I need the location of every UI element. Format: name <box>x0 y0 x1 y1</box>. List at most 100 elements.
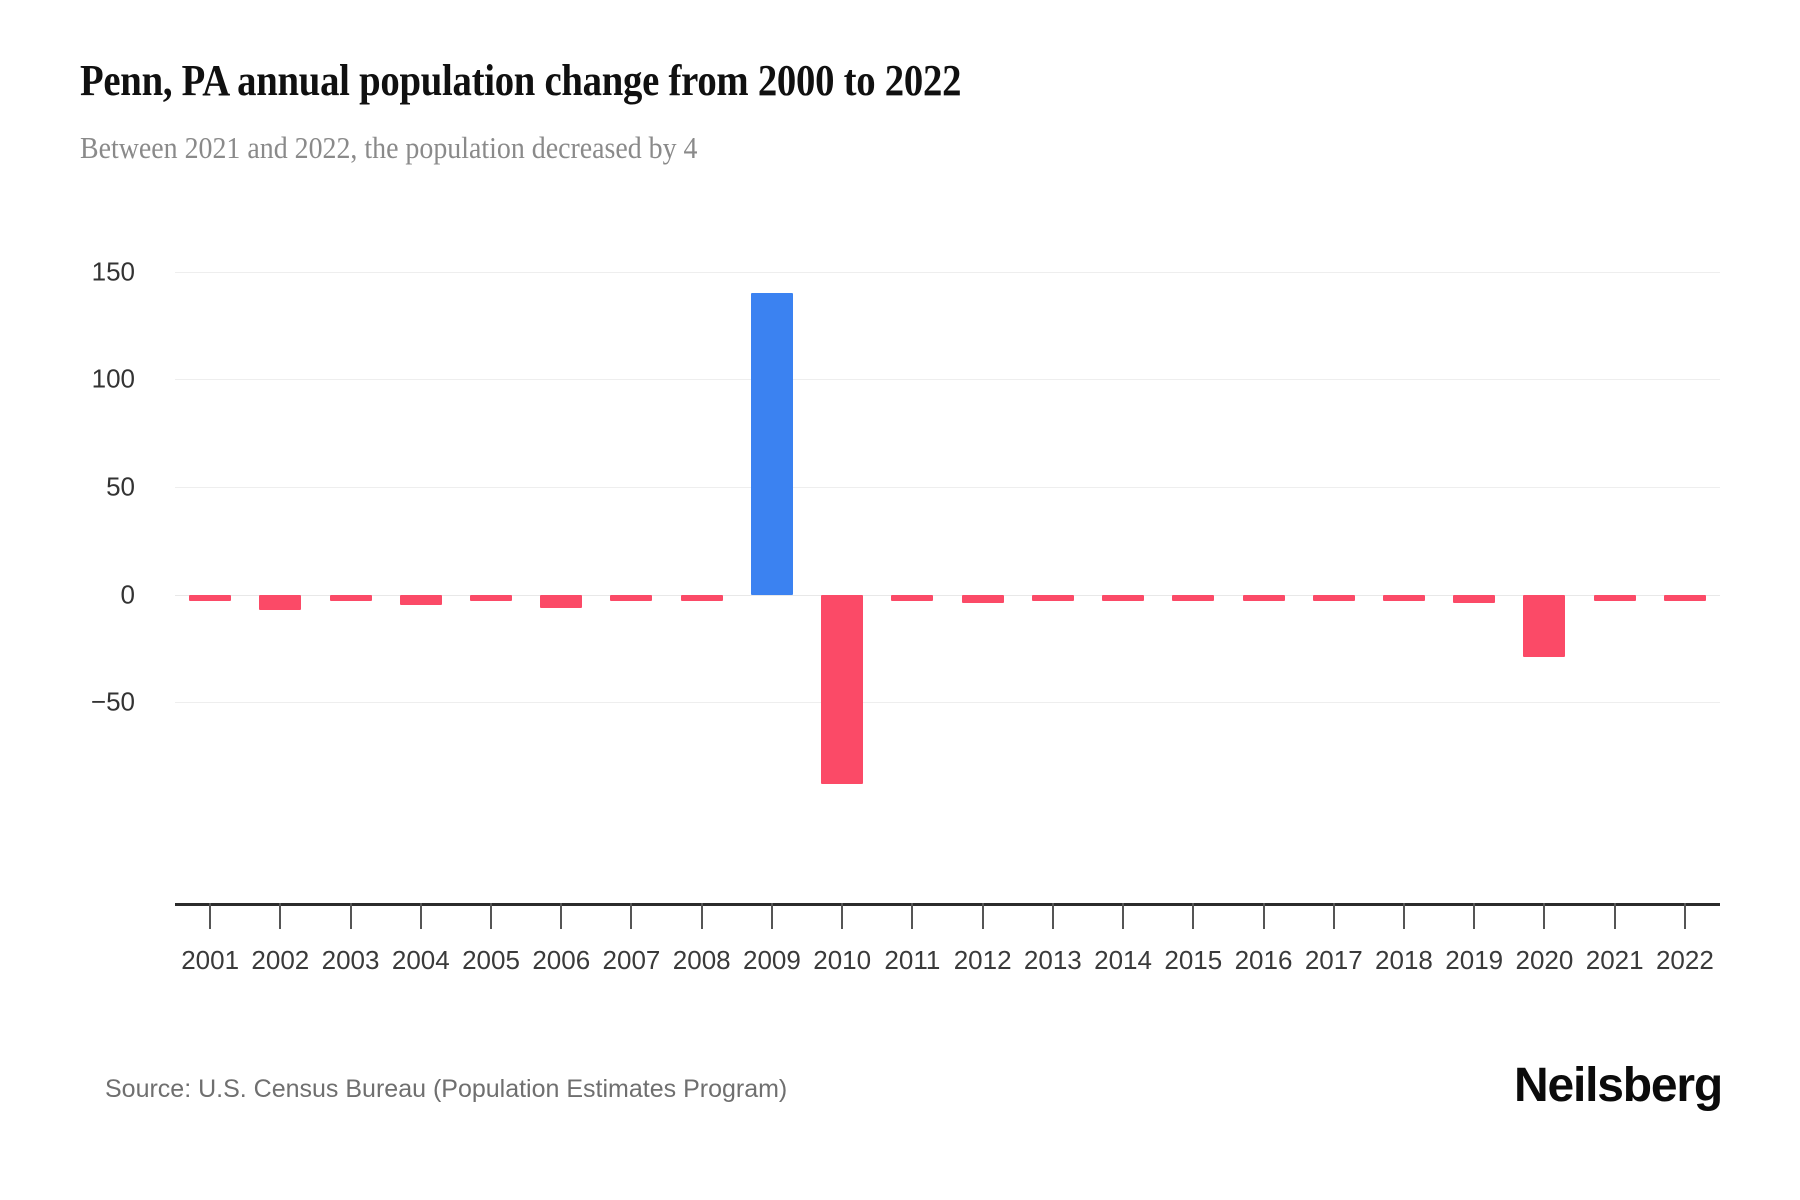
y-axis-tick-label: 100 <box>91 363 135 394</box>
bar-slot[interactable] <box>456 250 526 810</box>
bar-slot[interactable] <box>245 250 315 810</box>
bar-slot[interactable] <box>175 250 245 810</box>
x-axis-tick-label: 2006 <box>532 945 591 975</box>
x-axis-tick-label: 2004 <box>391 945 450 975</box>
x-axis-tick-label: 2022 <box>1655 945 1714 975</box>
x-axis-tickmark <box>560 903 563 929</box>
zero-line <box>175 594 1720 596</box>
bar-slot[interactable] <box>1650 250 1720 810</box>
bar-slot[interactable] <box>1228 250 1298 810</box>
bar[interactable] <box>399 594 442 606</box>
bar-series <box>175 250 1720 810</box>
chart-subtitle: Between 2021 and 2022, the population de… <box>80 130 698 165</box>
gridline <box>175 271 1720 273</box>
bar[interactable] <box>1663 594 1706 601</box>
bar[interactable] <box>750 293 793 595</box>
x-axis-tickmark <box>630 903 633 929</box>
x-axis-tick-label: 2016 <box>1234 945 1293 975</box>
x-axis-labels: 2001 2002 2003 2004 2005 2006 2007 2008 2009 2010… <box>175 945 1720 985</box>
bar-slot[interactable] <box>1158 250 1228 810</box>
x-axis-tick-label: 2018 <box>1375 945 1433 975</box>
x-axis-tickmark <box>700 903 703 929</box>
bar[interactable] <box>891 594 934 601</box>
neilsberg-logo: Neilsberg <box>1514 1059 1723 1112</box>
x-axis-tick-label: 2021 <box>1585 945 1644 975</box>
bar-slot[interactable] <box>737 250 807 810</box>
bar[interactable] <box>540 594 583 608</box>
x-axis-tickmark <box>1122 903 1125 929</box>
x-axis-tickmark <box>981 903 984 929</box>
bar-slot[interactable] <box>386 250 456 810</box>
bar[interactable] <box>1382 594 1425 602</box>
bar-slot[interactable] <box>667 250 737 810</box>
x-axis-tick-label: 2019 <box>1445 945 1504 975</box>
bar[interactable] <box>1453 594 1496 604</box>
x-axis-tickmark <box>209 903 212 929</box>
bar[interactable] <box>1312 594 1355 602</box>
y-axis-tick-label: −50 <box>90 686 135 717</box>
x-axis-tickmark <box>841 903 844 929</box>
bar-slot[interactable] <box>1018 250 1088 810</box>
x-axis-tick-label: 2005 <box>462 945 520 975</box>
bar-slot[interactable] <box>1439 250 1509 810</box>
bar-slot[interactable] <box>1369 250 1439 810</box>
x-axis-tick-label: 2007 <box>602 945 661 975</box>
bar[interactable] <box>259 594 302 610</box>
x-axis-tickmark <box>349 903 352 929</box>
plot-area: 150 100 50 0 −50 <box>91 250 1720 810</box>
x-axis-tick-label: 2017 <box>1304 945 1363 975</box>
x-axis-tick-label: 2002 <box>251 945 310 975</box>
bar[interactable] <box>610 594 653 601</box>
bar-slot[interactable] <box>315 250 385 810</box>
x-axis-tickmark <box>1543 903 1546 929</box>
y-axis-tick-label: 0 <box>120 579 135 610</box>
x-axis-tick-label: 2011 <box>884 945 941 975</box>
bar[interactable] <box>1523 594 1566 658</box>
y-axis-tick-label: 50 <box>106 471 135 502</box>
bar-slot[interactable] <box>948 250 1018 810</box>
bar[interactable] <box>680 594 723 602</box>
bar[interactable] <box>329 594 372 601</box>
bar[interactable] <box>470 594 513 602</box>
page-title: Penn, PA annual population change from 2… <box>80 56 962 105</box>
gridline <box>175 379 1720 381</box>
x-axis-tickmark <box>1262 903 1265 929</box>
bar-slot[interactable] <box>596 250 666 810</box>
bar[interactable] <box>1102 594 1145 602</box>
bar[interactable] <box>1172 594 1215 601</box>
x-axis-tickmark <box>1402 903 1405 929</box>
bar-slot[interactable] <box>1299 250 1369 810</box>
x-axis-tickmark <box>1051 903 1054 929</box>
bar-slot[interactable] <box>807 250 877 810</box>
bar[interactable] <box>961 594 1004 604</box>
x-axis-tick-label: 2008 <box>672 945 731 975</box>
x-axis-tick-label: 2020 <box>1515 945 1574 975</box>
x-axis-tick-label: 2015 <box>1164 945 1223 975</box>
x-axis-tick-label: 2009 <box>743 945 801 975</box>
x-axis-line <box>175 903 1720 906</box>
x-axis-tickmark <box>1473 903 1476 929</box>
bar[interactable] <box>1242 594 1285 602</box>
bar-slot[interactable] <box>1088 250 1158 810</box>
x-axis-tick-label: 2001 <box>181 945 240 975</box>
bar[interactable] <box>1593 594 1636 601</box>
x-axis-tickmark <box>1683 903 1686 929</box>
bar-slot[interactable] <box>1580 250 1650 810</box>
x-axis-tickmark <box>1192 903 1195 929</box>
bar-slot[interactable] <box>877 250 947 810</box>
source-note: Source: U.S. Census Bureau (Population E… <box>105 1075 788 1103</box>
x-axis-tickmark <box>419 903 422 929</box>
bar[interactable] <box>1031 594 1074 601</box>
gridline <box>175 702 1720 704</box>
x-axis-tick-label: 2003 <box>321 945 380 975</box>
x-axis-tick-label: 2010 <box>813 945 872 975</box>
bar-slot[interactable] <box>1509 250 1579 810</box>
x-axis-tickmarks <box>175 903 1720 933</box>
bar-slot[interactable] <box>526 250 596 810</box>
x-axis-tickmark <box>770 903 773 929</box>
gridline <box>175 486 1720 488</box>
x-axis-tickmark <box>1332 903 1335 929</box>
bar[interactable] <box>189 594 232 602</box>
bar[interactable] <box>821 594 864 785</box>
